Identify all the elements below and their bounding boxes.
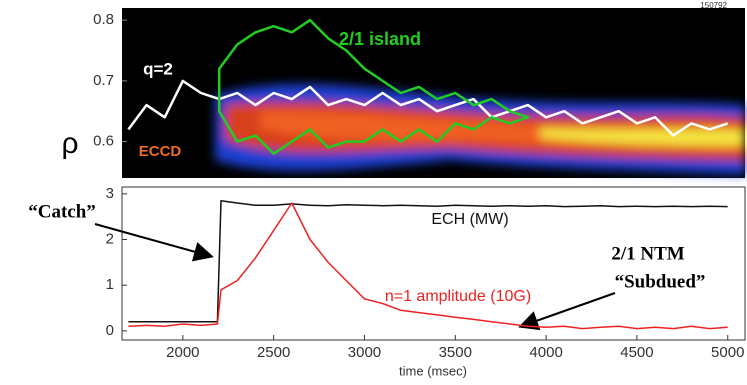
x-tick-label: 3500	[439, 344, 472, 361]
x-tick-label: 4500	[620, 344, 653, 361]
series-line	[127, 79, 729, 137]
lower-frame	[121, 186, 746, 341]
x-tick-label: 4000	[529, 344, 562, 361]
y-tick-label: 2	[106, 230, 114, 247]
y-tick-label: 0.8	[93, 11, 114, 28]
series-line	[128, 202, 728, 330]
eccd-label: ECCD	[139, 143, 182, 160]
y-tick-label: 0.7	[93, 72, 114, 89]
catch-label: “Catch”	[28, 201, 96, 222]
amplitude-label: n=1 amplitude (10G)	[385, 288, 531, 305]
y-tick-label: 1	[106, 276, 114, 293]
island-label: 2/1 island	[339, 29, 421, 49]
subdued-label: “Subdued”	[615, 271, 706, 292]
x-tick-label: 3000	[348, 344, 381, 361]
ntm-label: 2/1 NTM	[611, 243, 684, 264]
ech-label: ECH (MW)	[431, 211, 508, 228]
series-line	[128, 199, 728, 323]
x-tick-label: 2000	[166, 344, 199, 361]
shot-number: 150792	[700, 1, 727, 10]
heatmap	[215, 84, 745, 175]
x-axis-label: time (msec)	[399, 363, 467, 378]
q2-label: q=2	[143, 59, 173, 78]
y-tick-label: 3	[106, 185, 114, 202]
subdued-arrow	[518, 292, 616, 331]
y-axis-label: ρ	[61, 127, 78, 160]
y-tick-label: 0	[106, 322, 114, 339]
series-line	[217, 18, 530, 155]
catch-arrow	[94, 223, 214, 262]
y-tick-label: 0.6	[93, 133, 114, 150]
x-tick-label: 2500	[257, 344, 290, 361]
x-tick-label: 5000	[711, 344, 744, 361]
